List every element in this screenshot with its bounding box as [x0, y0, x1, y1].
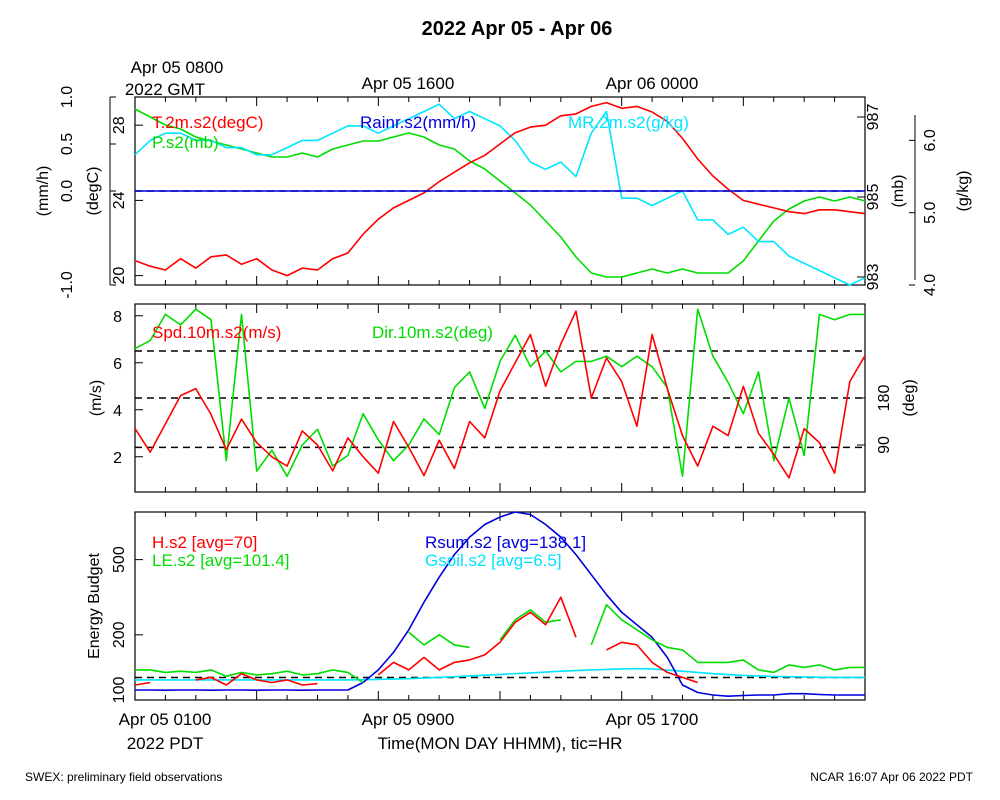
temp-axis-tick-label-2: 28 — [111, 116, 128, 134]
rain-axis-tick-label-1: 0.0 — [59, 180, 76, 202]
bottom-axis-label-1: Apr 05 0900 — [362, 710, 455, 729]
middle-series-line-1 — [134, 308, 865, 478]
mr-axis-tick-label-0: 4.0 — [922, 274, 939, 296]
temp-axis-tick-label-1: 24 — [111, 191, 128, 209]
rain-axis-label: (mm/h) — [35, 166, 52, 217]
bottom-axis-label-0-line2: 2022 PDT — [127, 734, 204, 753]
temp-axis-label: (degC) — [85, 167, 102, 216]
bottom-series-line-3 — [135, 667, 865, 681]
bottom-legend-0: H.s2 [avg=70] — [152, 533, 257, 552]
top-legend-3: P.s2(mb) — [152, 133, 219, 152]
pres-axis-tick-label-0: 983 — [865, 264, 882, 291]
energy-axis-tick-label-1: 200 — [111, 621, 128, 648]
top-legend-1: Rainr.s2(mm/h) — [360, 113, 476, 132]
footer-left: SWEX: preliminary field observations — [25, 770, 222, 784]
rain-axis-tick-label-3: 1.0 — [59, 86, 76, 108]
pres-axis-tick-label-2: 987 — [865, 104, 882, 131]
top-series-line-2 — [134, 103, 866, 286]
energy-axis-tick-label-2: 500 — [111, 546, 128, 573]
chart-title: 2022 Apr 05 - Apr 06 — [422, 18, 613, 40]
bottom-series-line-0 — [134, 596, 698, 686]
pres-axis-tick-label-1: 985 — [865, 184, 882, 211]
top-series-line-3 — [134, 108, 866, 278]
bottom-axis-label-2: Apr 05 1700 — [606, 710, 699, 729]
pres-axis-label: (mb) — [890, 175, 907, 208]
top-legend-2: MR.2m.s2(g/kg) — [568, 113, 689, 132]
bottom-series-line-2 — [135, 511, 865, 697]
dir-axis-tick-label-0: 90 — [876, 436, 893, 454]
spd-axis-tick-label-3: 8 — [113, 309, 122, 326]
bottom-legend-3: Gsoil.s2 [avg=6.5] — [425, 551, 562, 570]
spd-axis-tick-label-0: 2 — [113, 450, 122, 467]
energy-axis-tick-label-0: 100 — [111, 677, 128, 704]
temp-axis-tick-label-0: 20 — [111, 267, 128, 285]
rain-axis-tick-label-2: 0.5 — [59, 133, 76, 155]
footer-right: NCAR 16:07 Apr 06 2022 PDT — [810, 770, 973, 784]
energy-axis-label: Energy Budget — [86, 553, 103, 659]
bottom-legend-1: LE.s2 [avg=101.4] — [152, 551, 290, 570]
middle-legend-0: Spd.10m.s2(m/s) — [152, 323, 281, 342]
x-axis-title: Time(MON DAY HHMM), tic=HR — [378, 734, 623, 753]
bottom-axis-label-0: Apr 05 0100 — [119, 710, 212, 729]
spd-axis-label: (m/s) — [88, 380, 105, 416]
spd-axis-tick-label-2: 6 — [113, 356, 122, 373]
panel-top: -1.0 0.0 0.5 1.0 (mm/h) 20 24 28 (degC) 983 985 987… — [35, 86, 972, 299]
top-series-line-0 — [134, 101, 866, 277]
spd-axis-tick-label-1: 4 — [113, 403, 122, 420]
dir-axis-tick-label-1: 180 — [876, 385, 893, 412]
bottom-series-line-1 — [135, 603, 865, 684]
top-axis-label-1: Apr 05 1600 — [362, 74, 455, 93]
top-legend-0: T.2m.s2(degC) — [152, 113, 263, 132]
middle-legend-1: Dir.10m.s2(deg) — [372, 323, 493, 342]
rain-axis-tick-label-0: -1.0 — [59, 271, 76, 299]
panel-bottom: 100 200 500 Energy Budget H.s2 [avg=70]LE.s2… — [86, 511, 866, 704]
top-axis-label-0-line2: 2022 GMT — [125, 80, 205, 99]
bottom-legend-2: Rsum.s2 [avg=138.1] — [425, 533, 586, 552]
dir-axis-label: (deg) — [901, 379, 918, 416]
mr-axis-label: (g/kg) — [955, 171, 972, 212]
top-axis-label-2: Apr 06 0000 — [606, 74, 699, 93]
middle-series-line-0 — [134, 310, 866, 479]
mr-axis-tick-label-1: 5.0 — [922, 201, 939, 223]
panel-middle: 2 4 6 8 (m/s) 90 180 (deg) Spd.10m.s2(m/s) Dir.10… — [88, 304, 918, 492]
top-axis-label-0: Apr 05 0800 — [131, 58, 224, 77]
mr-axis-tick-label-2: 6.0 — [922, 129, 939, 151]
